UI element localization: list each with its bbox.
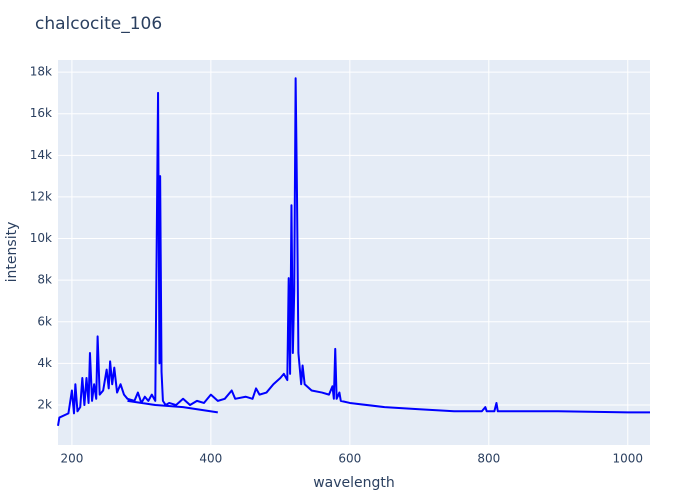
spectrum-line — [57, 77, 650, 427]
y-tick-label: 18k — [30, 65, 52, 79]
y-tick-label: 14k — [30, 148, 52, 162]
x-axis-title: wavelength — [313, 475, 395, 491]
y-tick-label: 12k — [30, 189, 52, 203]
marks — [57, 77, 650, 427]
plot-area — [58, 60, 650, 445]
x-tick-label: 1000 — [612, 452, 643, 466]
y-tick-label: 8k — [37, 273, 52, 287]
y-tick-label: 16k — [30, 106, 52, 120]
y-tick-label: 2k — [37, 398, 52, 412]
x-tick-label: 200 — [60, 452, 83, 466]
y-tick-label: 6k — [37, 314, 52, 328]
y-tick-label: 4k — [37, 356, 52, 370]
y-tick-label: 10k — [30, 231, 52, 245]
y-axis-title: intensity — [4, 222, 20, 283]
x-tick-label: 400 — [199, 452, 222, 466]
x-tick-label: 600 — [338, 452, 361, 466]
x-tick-label: 800 — [477, 452, 500, 466]
chart-title: chalcocite_106 — [35, 14, 162, 34]
